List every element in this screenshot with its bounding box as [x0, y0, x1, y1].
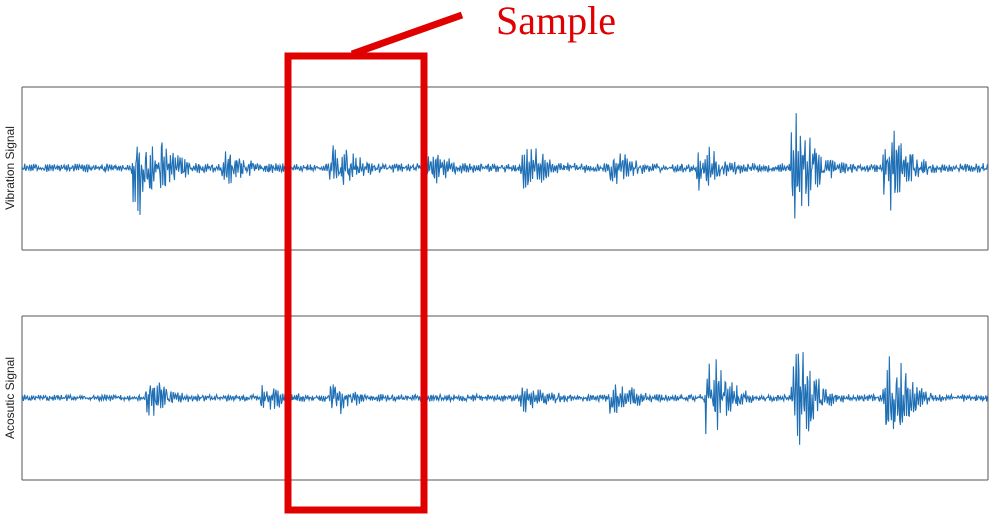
- vibration-ylabel: Vibration Signal: [3, 126, 17, 210]
- sample-callout-line: [350, 11, 464, 58]
- acoustic-panel: Acosutic Signal: [3, 315, 989, 481]
- vibration-signal-line: [21, 113, 989, 219]
- sample-highlight-box: [284, 52, 428, 514]
- vibration-panel: Vibration Signal: [3, 86, 989, 251]
- acoustic-signal-line: [21, 352, 989, 445]
- acoustic-ylabel: Acosutic Signal: [3, 357, 17, 439]
- sample-callout-label: Sample: [496, 0, 616, 43]
